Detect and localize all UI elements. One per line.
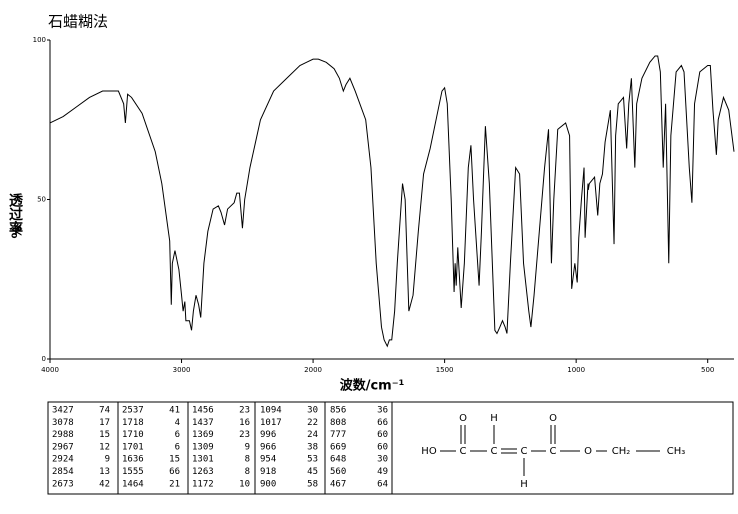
- peak-wavenumber: 856: [330, 406, 346, 416]
- y-tick-label: 50: [37, 196, 46, 204]
- peak-transmittance: 9: [245, 442, 250, 452]
- y-axis-unit: %: [8, 225, 23, 238]
- x-tick-label: 500: [701, 366, 714, 374]
- peak-transmittance: 49: [377, 467, 388, 477]
- x-tick-label: 2000: [304, 366, 322, 374]
- peak-wavenumber: 808: [330, 418, 346, 428]
- peak-transmittance: 41: [169, 406, 180, 416]
- peak-wavenumber: 2967: [52, 442, 74, 452]
- atom-label: O: [584, 446, 592, 457]
- peak-wavenumber: 1718: [122, 418, 144, 428]
- y-tick-label: 100: [33, 36, 46, 44]
- y-tick-label: 0: [42, 355, 46, 363]
- peak-wavenumber: 1555: [122, 467, 144, 477]
- x-tick-label: 1000: [567, 366, 585, 374]
- peak-wavenumber: 1456: [192, 406, 214, 416]
- peak-transmittance: 30: [377, 455, 388, 465]
- peak-wavenumber: 996: [260, 430, 276, 440]
- peak-transmittance: 53: [307, 455, 318, 465]
- peak-transmittance: 74: [99, 406, 110, 416]
- peak-wavenumber: 900: [260, 479, 276, 489]
- peak-wavenumber: 648: [330, 455, 346, 465]
- atom-label: C: [491, 446, 498, 457]
- peak-transmittance: 66: [377, 418, 388, 428]
- peak-wavenumber: 1369: [192, 430, 214, 440]
- peak-transmittance: 15: [99, 430, 110, 440]
- peak-wavenumber: 1172: [192, 479, 214, 489]
- peak-transmittance: 64: [377, 479, 388, 489]
- peak-wavenumber: 966: [260, 442, 276, 452]
- peak-wavenumber: 1710: [122, 430, 144, 440]
- peak-wavenumber: 1701: [122, 442, 144, 452]
- atom-label: C: [521, 446, 528, 457]
- atom-label: HO: [421, 446, 437, 457]
- peak-transmittance: 22: [307, 418, 318, 428]
- peak-wavenumber: 1636: [122, 455, 144, 465]
- peak-transmittance: 23: [239, 406, 250, 416]
- peak-transmittance: 6: [175, 430, 180, 440]
- atom-label: CH₃: [667, 446, 686, 457]
- atom-label: C: [550, 446, 557, 457]
- atom-label: H: [520, 479, 528, 490]
- peak-wavenumber: 2673: [52, 479, 74, 489]
- atom-label: H: [490, 413, 498, 424]
- x-tick-label: 1500: [436, 366, 454, 374]
- peak-wavenumber: 918: [260, 467, 276, 477]
- peak-transmittance: 13: [99, 467, 110, 477]
- peak-wavenumber: 669: [330, 442, 346, 452]
- x-tick-label: 4000: [41, 366, 59, 374]
- peak-wavenumber: 2988: [52, 430, 74, 440]
- peak-transmittance: 30: [307, 406, 318, 416]
- peak-transmittance: 8: [245, 467, 250, 477]
- atom-label: O: [459, 413, 467, 424]
- peak-wavenumber: 1301: [192, 455, 214, 465]
- peak-transmittance: 58: [307, 479, 318, 489]
- peak-wavenumber: 467: [330, 479, 346, 489]
- atom-label: CH₂: [612, 446, 631, 457]
- table-frame: [47, 401, 734, 495]
- peak-wavenumber: 1464: [122, 479, 144, 489]
- peak-wavenumber: 2854: [52, 467, 74, 477]
- peak-wavenumber: 1263: [192, 467, 214, 477]
- bonds: [440, 425, 660, 476]
- peak-transmittance: 42: [99, 479, 110, 489]
- peak-transmittance: 36: [377, 406, 388, 416]
- peak-transmittance: 66: [169, 467, 180, 477]
- peak-transmittance: 16: [239, 418, 250, 428]
- peak-wavenumber: 1094: [260, 406, 282, 416]
- atom-label: O: [549, 413, 557, 424]
- peak-wavenumber: 3427: [52, 406, 74, 416]
- peak-transmittance: 45: [307, 467, 318, 477]
- peak-wavenumber: 3078: [52, 418, 74, 428]
- peak-transmittance: 23: [239, 430, 250, 440]
- peak-transmittance: 10: [239, 479, 250, 489]
- peak-wavenumber: 1437: [192, 418, 214, 428]
- peak-transmittance: 38: [307, 442, 318, 452]
- spectrum-line: [49, 55, 735, 348]
- peak-transmittance: 8: [245, 455, 250, 465]
- x-axis-label: 波数/cm⁻¹: [340, 378, 405, 394]
- y-axis-label: 透过率: [7, 193, 23, 236]
- peak-transmittance: 17: [99, 418, 110, 428]
- peak-wavenumber: 954: [260, 455, 276, 465]
- peak-transmittance: 15: [169, 455, 180, 465]
- peak-wavenumber: 2924: [52, 455, 74, 465]
- peak-transmittance: 4: [175, 418, 180, 428]
- chart-title: 石蜡糊法: [48, 13, 108, 31]
- peak-wavenumber: 560: [330, 467, 346, 477]
- peak-wavenumber: 1017: [260, 418, 282, 428]
- peak-transmittance: 24: [307, 430, 318, 440]
- peak-transmittance: 60: [377, 430, 388, 440]
- x-tick-label: 3000: [173, 366, 191, 374]
- peak-wavenumber: 777: [330, 430, 346, 440]
- atom-label: C: [460, 446, 467, 457]
- peak-transmittance: 21: [169, 479, 180, 489]
- peak-transmittance: 6: [175, 442, 180, 452]
- peak-transmittance: 12: [99, 442, 110, 452]
- peak-transmittance: 9: [105, 455, 110, 465]
- peak-wavenumber: 1309: [192, 442, 214, 452]
- peak-transmittance: 60: [377, 442, 388, 452]
- peak-wavenumber: 2537: [122, 406, 144, 416]
